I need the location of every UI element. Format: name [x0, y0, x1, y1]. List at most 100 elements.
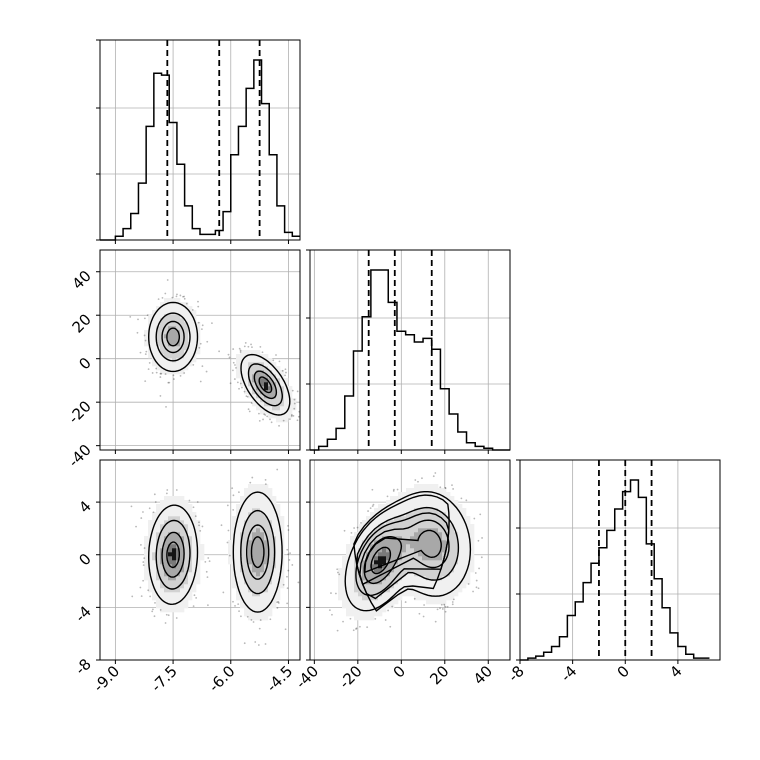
panel-frame [519, 459, 721, 661]
histogram-0-panel [96, 39, 301, 244]
density-cell [390, 588, 395, 593]
contour-line [359, 519, 450, 586]
density-cell [236, 358, 241, 363]
density-cell [236, 536, 241, 541]
density-cell [358, 536, 363, 541]
density-cell [450, 548, 455, 553]
density-cell [354, 544, 359, 549]
density-cell [410, 516, 415, 521]
scatter-point [143, 317, 146, 320]
density-cell [240, 366, 245, 371]
density-cell [378, 608, 383, 613]
contour-line [161, 531, 185, 578]
density-cell [272, 596, 277, 601]
density-cell [156, 528, 161, 533]
density-cell [466, 524, 471, 529]
density-cell [180, 576, 185, 581]
density-cell [152, 552, 157, 557]
density-cell [366, 616, 371, 621]
density-cell [144, 564, 149, 569]
histogram-line [100, 59, 300, 241]
scatter-point [142, 564, 145, 567]
density-cell [144, 572, 149, 577]
density-cell [160, 306, 165, 311]
density-cell [450, 516, 455, 521]
density-cell [426, 600, 431, 605]
density-cell [462, 564, 467, 569]
density-cell [284, 390, 289, 395]
contour-line [253, 370, 278, 400]
scatter-point [264, 643, 267, 645]
density-cell [256, 548, 261, 553]
density-cell [462, 540, 467, 545]
scatter-point [282, 583, 285, 586]
density-cell [164, 512, 169, 517]
density-cell [260, 374, 265, 379]
density-cell [236, 366, 241, 371]
density-cell [160, 568, 165, 573]
density-cell [414, 540, 419, 545]
density-cell [228, 548, 233, 553]
contours [147, 301, 291, 416]
scatter-point [421, 477, 423, 480]
density-cell [402, 564, 407, 569]
density-cell [156, 334, 161, 339]
density-cell [354, 548, 359, 553]
scatter-point [264, 478, 267, 481]
density-cell [172, 556, 177, 561]
density-cell [168, 516, 173, 521]
density-cell [276, 418, 281, 423]
density-cell [454, 536, 459, 541]
density-cell [184, 584, 189, 589]
density-cell [160, 608, 165, 613]
scatter-point [276, 607, 279, 609]
density-cell [248, 496, 253, 501]
density-cell [264, 596, 269, 601]
density-cell [272, 520, 277, 525]
scatter-point [251, 346, 253, 349]
density-cell [370, 528, 375, 533]
density-cell [172, 600, 177, 605]
density-cell [406, 548, 411, 553]
density-cell [168, 572, 173, 577]
density-cell [196, 572, 201, 577]
density-cell [188, 362, 193, 367]
density-cell [148, 330, 153, 335]
density-cell [236, 362, 241, 367]
density-cell [402, 532, 407, 537]
density-cell [236, 564, 241, 569]
scatter-point [185, 302, 188, 305]
density-cell [256, 370, 261, 375]
density-cell [176, 508, 181, 513]
density-cell [366, 524, 371, 529]
density-cell [252, 370, 257, 375]
density-cell [248, 592, 253, 597]
scatter-point [285, 371, 287, 374]
density-cell [160, 596, 165, 601]
density-cell [172, 604, 177, 609]
panel-frame [99, 459, 301, 661]
density-cell [152, 536, 157, 541]
density-cell [462, 580, 467, 585]
scatter-point [386, 495, 389, 498]
density-cell [272, 576, 277, 581]
density-cell [160, 314, 165, 319]
density-cell [168, 314, 173, 319]
scatter-point [243, 390, 246, 393]
scatter-point [287, 569, 290, 572]
density-cell [260, 608, 265, 613]
scatter-point [139, 586, 142, 589]
density-cell [244, 604, 249, 609]
density-cell [188, 588, 193, 593]
density-cell [260, 600, 265, 605]
scatter-point [148, 507, 151, 510]
density-cell [362, 576, 367, 581]
scatter-point [277, 600, 280, 603]
density-cell [264, 492, 269, 497]
density-cell [200, 548, 205, 553]
density-cell [370, 556, 375, 561]
density-cell [152, 342, 157, 347]
density-cell [200, 552, 205, 557]
scatter-point [154, 601, 156, 604]
scatter-point [359, 625, 361, 628]
